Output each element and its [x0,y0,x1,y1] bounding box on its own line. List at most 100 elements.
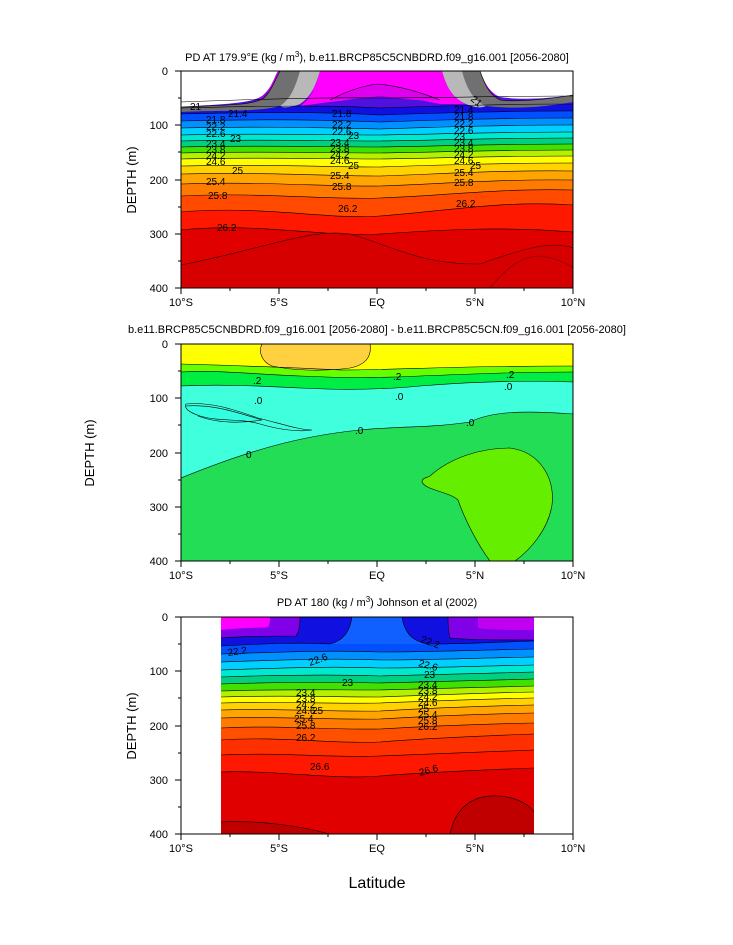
contour-label: 25.8 [208,191,228,202]
x-tick-label: 10°N [561,570,586,582]
contour-label: 23.4 [454,138,474,149]
contour-label: 26.2 [217,223,237,234]
contour-label: 22.2 [332,120,352,131]
contour-label: .0 [355,426,364,437]
contour-label: 25 [232,166,244,177]
contour-label: 25.8 [332,182,352,193]
x-tick-label: 10°N [561,843,586,855]
contour-label: 25.4 [330,171,350,182]
x-tick-label: 5°S [270,297,288,309]
contour-label: 24.2 [418,692,438,703]
contour-label: 25.4 [418,710,438,721]
contour-label: .0 [504,382,513,393]
panel-2-contour-labels: .2 .2 .2 .0 .0 .0 .0 .0 0 [246,370,515,461]
y-tick-label: 400 [150,556,168,568]
contour-label: 21.8 [332,109,352,120]
contour-label: 23.4 [296,688,316,699]
x-axis-label: Latitude [349,875,406,892]
contour-label: 26.2 [338,204,358,215]
panel-3-field [221,617,534,834]
contour-label: 23 [348,131,360,142]
panel-1-y-axis: 0 100 200 300 400 DEPTH (m) [124,66,181,295]
contour-label: 23.8 [330,144,350,155]
contour-label: 22.6 [332,127,352,138]
x-tick-label: 5°N [466,297,485,309]
contour-label: .2 [506,370,515,381]
contour-label: 21.4 [454,105,474,116]
contour-label: 25.4 [294,714,314,725]
x-tick-label: 5°S [270,570,288,582]
contour-label: 24.2 [296,700,316,711]
contour-label: 23.4 [206,139,226,150]
contour-label: 23.8 [206,145,226,156]
contour-label: 24.6 [330,156,350,167]
contour-label: 21.4 [228,109,248,120]
panel-3-x-axis: 10°S 5°S EQ 5°N 10°N Latitude [169,834,585,892]
contour-label: 26.6 [310,762,330,773]
contour-label: 23.4 [418,680,438,691]
contour-label: 25.4 [454,168,474,179]
contour-label: 25.8 [296,721,316,732]
y-tick-label: 300 [150,502,168,514]
x-tick-label: 10°S [169,843,193,855]
contour-label: 25.8 [454,178,474,189]
contour-label: 21 [190,102,202,113]
panel-1-title: PD AT 179.9°E (kg / m3), b.e11.BRCP85C5C… [185,50,569,64]
x-tick-label: EQ [369,843,385,855]
contour-label: 25 [312,706,324,717]
y-tick-label: 400 [150,283,168,295]
panel-2-x-axis: 10°S 5°S EQ 5°N 10°N [169,561,585,582]
panel-1-contour-labels: 21 21.4 21.8 22.2 22.6 23 23.4 23.8 24.2… [190,94,484,234]
contour-label: 24.6 [454,156,474,167]
contour-label: 24.2 [454,150,474,161]
contour-label: 22.2 [454,119,474,130]
panel-1-ylabel: DEPTH (m) [124,146,139,213]
x-tick-label: 10°N [561,297,586,309]
panel-2-field [181,344,573,561]
y-tick-label: 200 [150,448,168,460]
y-tick-label: 0 [162,612,168,624]
contour-label: .0 [254,396,263,407]
contour-label: 21.8 [206,115,226,126]
contour-label: 24.2 [330,150,350,161]
contour-label: 26.2 [456,199,476,210]
x-tick-label: EQ [369,297,385,309]
contour-label: 21.8 [454,112,474,123]
y-tick-label: 100 [150,393,168,405]
panel-3-y-axis: 0 100 200 300 400 DEPTH (m) [124,612,181,841]
y-tick-label: 0 [162,66,168,78]
y-tick-label: 200 [150,175,168,187]
contour-label: 26.2 [296,733,316,744]
x-tick-label: 5°N [466,570,485,582]
contour-label: 22.6 [454,126,474,137]
y-tick-label: 0 [162,339,168,351]
panel-3-contour-labels: 22.2 22.6 23 23.4 23.8 24.2 24.6 25 25.4… [227,634,442,778]
contour-label: 25.8 [418,716,438,727]
contour-label: 24.6 [296,706,316,717]
contour-label: .2 [393,372,402,383]
panel-2-title: b.e11.BRCP85C5CNBDRD.f09_g16.001 [2056-2… [128,324,626,336]
contour-label: .2 [253,376,262,387]
panel-1-x-axis: 10°S 5°S EQ 5°N 10°N [169,288,585,309]
contour-label: 23 [342,678,354,689]
contour-label: 0 [246,450,252,461]
contour-label: 23.8 [296,694,316,705]
y-tick-label: 200 [150,721,168,733]
x-tick-label: 5°N [466,843,485,855]
panel-1-field [181,71,573,288]
contour-label: 22.2 [206,122,226,133]
contour-label: 23 [230,134,242,145]
y-tick-label: 300 [150,775,168,787]
contour-label: 23.4 [330,138,350,149]
x-tick-label: EQ [369,570,385,582]
contour-label: 24.6 [206,157,226,168]
contour-label: 23 [424,670,436,681]
contour-label: 23.8 [454,144,474,155]
y-tick-label: 100 [150,666,168,678]
contour-label: 24.2 [206,151,226,162]
contour-label: 25 [418,704,430,715]
panel-2-y-axis: 0 100 200 300 400 DEPTH (m) [82,339,181,568]
contour-label: 25 [348,161,360,172]
panel-3-title: PD AT 180 (kg / m3) Johnson et al (2002) [277,595,477,609]
